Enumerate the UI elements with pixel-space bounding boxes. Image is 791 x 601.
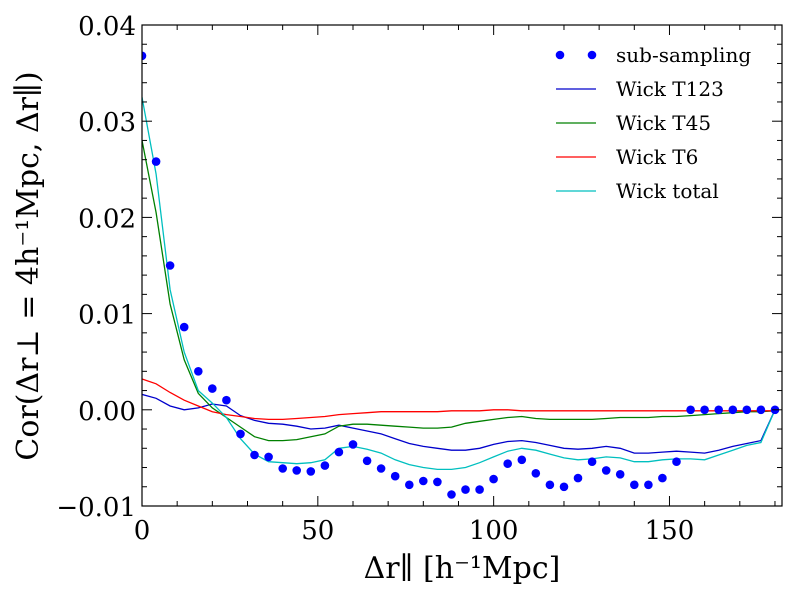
data-point-sub-sampling <box>573 473 583 483</box>
y-tick-label: 0.04 <box>78 12 136 42</box>
data-point-sub-sampling <box>390 471 400 481</box>
data-point-sub-sampling <box>278 464 288 473</box>
data-point-sub-sampling <box>545 480 555 490</box>
data-point-sub-sampling <box>644 480 653 490</box>
x-tick-label: 100 <box>469 516 519 546</box>
legend: sub-sampling Wick T123 Wick T45 Wick T6 Wick… <box>555 43 751 203</box>
legend-label-wick-t6: Wick T6 <box>616 145 698 169</box>
x-axis-label: Δr∥ [h⁻¹Mpc] <box>364 551 561 586</box>
labels-layer: 0 50 100 150 −0.01 0.00 0.01 0.02 0.03 0.04 <box>56 12 694 546</box>
legend-label-wick-total: Wick total <box>616 179 719 203</box>
data-point-sub-sampling <box>672 457 681 467</box>
data-point-sub-sampling <box>601 466 611 475</box>
legend-label-wick-t45: Wick T45 <box>616 111 711 135</box>
data-point-sub-sampling <box>714 405 723 415</box>
data-point-sub-sampling <box>503 459 512 469</box>
data-point-sub-sampling <box>236 429 245 439</box>
series-line-wick-t6 <box>142 378 775 421</box>
data-point-sub-sampling <box>700 405 709 415</box>
data-point-sub-sampling <box>405 480 414 490</box>
data-point-sub-sampling <box>517 455 527 465</box>
data-point-sub-sampling <box>292 466 302 475</box>
legend-marker-sub-sampling <box>587 50 597 60</box>
data-point-sub-sampling <box>615 470 625 479</box>
data-point-sub-sampling <box>264 452 273 462</box>
data-point-sub-sampling <box>461 485 470 494</box>
legend-label-wick-t123: Wick T123 <box>616 77 724 101</box>
data-point-sub-sampling <box>559 482 569 492</box>
data-point-sub-sampling <box>630 480 639 490</box>
x-tick-label: 0 <box>134 516 151 546</box>
data-point-sub-sampling <box>728 405 738 415</box>
x-tick-label: 50 <box>301 516 334 546</box>
y-tick-label: 0.01 <box>78 301 136 331</box>
data-point-sub-sampling <box>362 456 372 466</box>
data-point-sub-sampling <box>742 405 752 415</box>
data-point-sub-sampling <box>376 464 386 473</box>
series-line-wick-t123 <box>142 393 776 454</box>
data-point-sub-sampling <box>194 367 203 376</box>
data-point-sub-sampling <box>658 473 667 483</box>
y-tick-label: −0.01 <box>56 493 136 523</box>
y-tick-label: 0.03 <box>78 108 136 138</box>
ticks-layer <box>141 24 782 507</box>
legend-marker-sub-sampling <box>555 50 565 60</box>
y-tick-label: 0.00 <box>78 397 136 427</box>
data-point-sub-sampling <box>142 51 147 61</box>
y-axis-label: Cor(Δr⊥ = 4h⁻¹Mpc, Δr∥) <box>11 71 46 460</box>
legend-label-sub-sampling: sub-sampling <box>616 43 751 67</box>
data-point-sub-sampling <box>419 476 428 486</box>
data-point-sub-sampling <box>165 261 175 270</box>
series-line-wick-t45 <box>142 140 776 442</box>
data-point-sub-sampling <box>250 450 259 460</box>
data-point-sub-sampling <box>320 461 330 470</box>
data-point-sub-sampling <box>756 405 766 415</box>
data-point-sub-sampling <box>151 157 161 166</box>
data-point-sub-sampling <box>686 405 695 415</box>
data-point-sub-sampling <box>531 469 541 478</box>
plot-frame <box>141 24 783 507</box>
data-point-sub-sampling <box>587 457 597 467</box>
x-tick-label: 150 <box>645 516 695 546</box>
series-layer <box>142 51 780 499</box>
data-point-sub-sampling <box>489 474 498 484</box>
series-line-wick-total <box>142 97 776 471</box>
data-point-sub-sampling <box>306 467 316 476</box>
data-point-sub-sampling <box>433 477 442 487</box>
data-point-sub-sampling <box>222 395 231 405</box>
data-point-sub-sampling <box>447 490 456 499</box>
data-point-sub-sampling <box>348 440 358 449</box>
data-point-sub-sampling <box>334 447 344 457</box>
data-point-sub-sampling <box>208 384 217 393</box>
data-point-sub-sampling <box>475 485 484 494</box>
data-point-sub-sampling <box>179 322 189 332</box>
y-tick-label: 0.02 <box>78 204 136 234</box>
